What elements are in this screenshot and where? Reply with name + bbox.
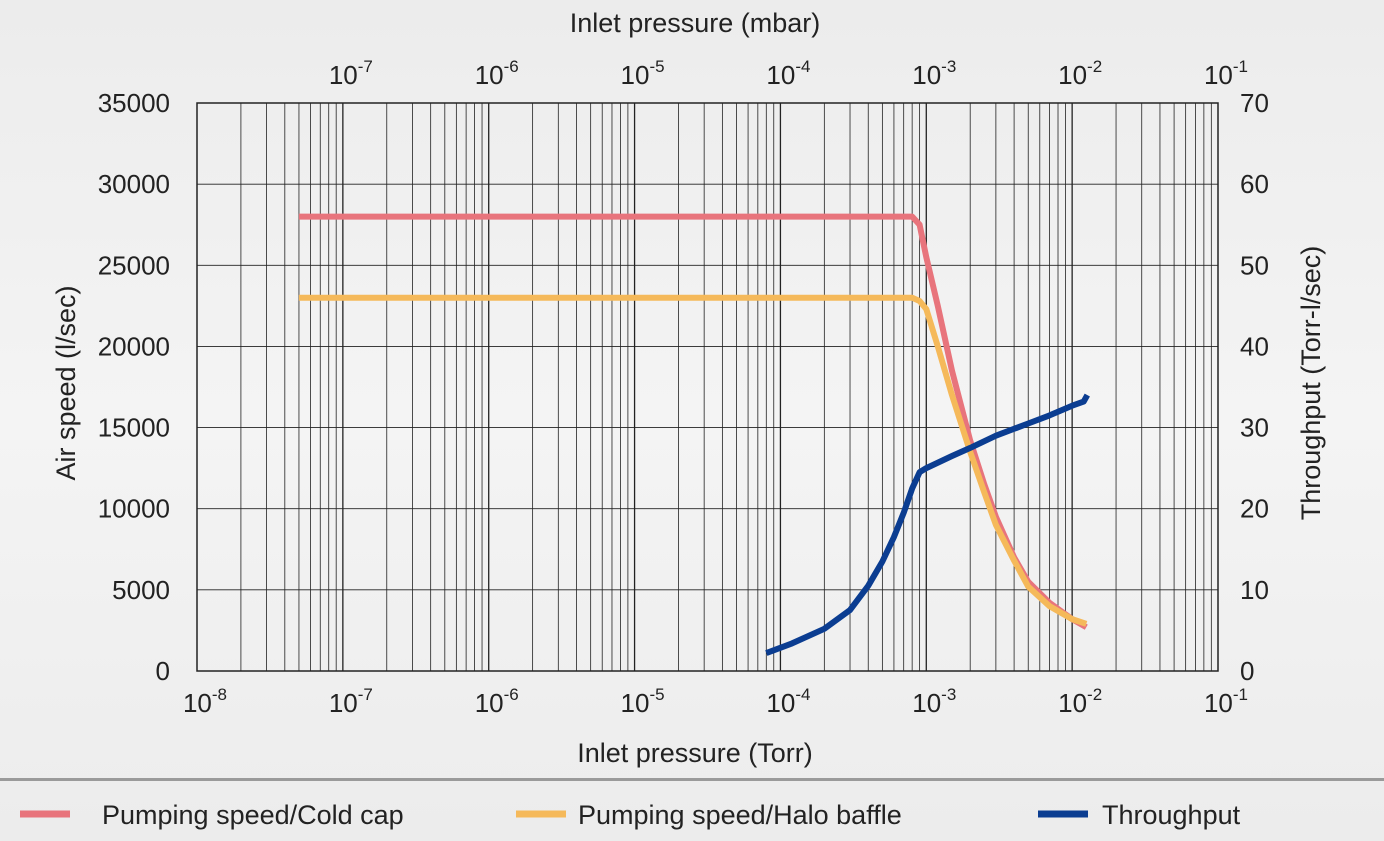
y-tick-label: 20000 — [98, 331, 170, 361]
x2-tick-label: 10-6 — [475, 57, 519, 90]
series-layer — [298, 213, 1090, 656]
y-tick-label: 25000 — [98, 250, 170, 280]
grid-layer — [197, 102, 1218, 671]
x-tick-label: 10-8 — [183, 685, 227, 718]
x-axis-title: Inlet pressure (Torr) — [577, 738, 813, 768]
x2-tick-label: 10-5 — [621, 57, 665, 90]
x2-tick-label: 10-4 — [766, 57, 810, 90]
x-tick-label: 10-6 — [475, 685, 519, 718]
x-tick-label: 10-7 — [329, 685, 373, 718]
y-tick-label: 15000 — [98, 413, 170, 443]
y2-axis-title: Throughput (Torr-l/sec) — [1296, 246, 1326, 521]
y2-tick-label: 20 — [1240, 494, 1269, 524]
y2-tick-label: 10 — [1240, 575, 1269, 605]
y2-tick-label: 50 — [1240, 250, 1269, 280]
legend-label-3: Throughput — [1102, 800, 1241, 830]
x-tick-label: 10-3 — [912, 685, 956, 718]
y-tick-label: 10000 — [98, 494, 170, 524]
y2-tick-label: 0 — [1240, 656, 1254, 686]
x2-tick-label: 10-3 — [912, 57, 956, 90]
y2-tick-label: 30 — [1240, 413, 1269, 443]
x2-tick-label: 10-1 — [1204, 57, 1248, 90]
series-line-2 — [298, 294, 1088, 627]
y-tick-label: 30000 — [98, 169, 170, 199]
y2-tick-label: 40 — [1240, 331, 1269, 361]
series-line-3 — [765, 393, 1090, 656]
y2-tick-label: 70 — [1240, 88, 1269, 118]
legend-label-2: Pumping speed/Halo baffle — [578, 800, 902, 830]
legend-label-1: Pumping speed/Cold cap — [102, 800, 404, 830]
y-tick-label: 5000 — [112, 575, 170, 605]
x-tick-label: 10-4 — [766, 685, 810, 718]
series-line-1 — [298, 213, 1088, 630]
x2-tick-label: 10-2 — [1058, 57, 1102, 90]
legend-separator — [0, 778, 1384, 781]
y-tick-label: 0 — [156, 656, 170, 686]
axes-layer — [196, 102, 1219, 672]
tick-layer: 10-8 10-7 10-6 10-5 10-4 10-3 10-2 10-1 10-7 10-6… — [98, 57, 1269, 718]
x-tick-label: 10-1 — [1204, 685, 1248, 718]
legend: Pumping speed/Cold cap Pumping speed/Halo… — [20, 800, 1241, 830]
x-tick-label: 10-5 — [621, 685, 665, 718]
y-axis-title: Air speed (l/sec) — [51, 285, 81, 480]
x-tick-label: 10-2 — [1058, 685, 1102, 718]
x2-axis-title: Inlet pressure (mbar) — [570, 8, 821, 38]
y-tick-label: 35000 — [98, 88, 170, 118]
plot-frame — [196, 102, 1219, 672]
y2-tick-label: 60 — [1240, 169, 1269, 199]
x2-tick-label: 10-7 — [329, 57, 373, 90]
